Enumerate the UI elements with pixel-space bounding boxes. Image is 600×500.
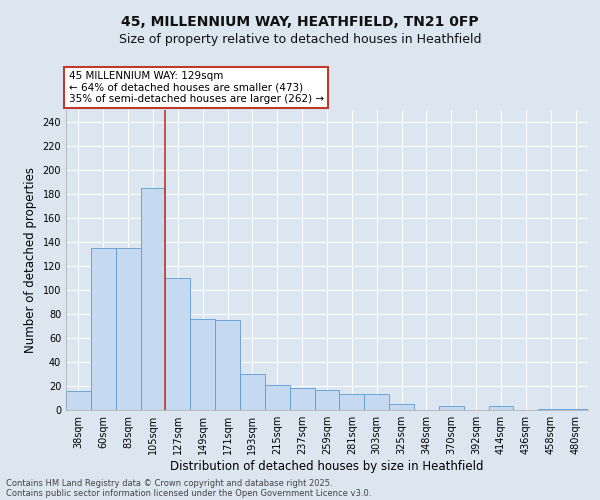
Bar <box>563 409 588 410</box>
Bar <box>340 394 364 410</box>
Bar <box>538 409 563 410</box>
Bar <box>215 320 240 410</box>
Bar <box>439 406 464 410</box>
Bar <box>190 319 215 410</box>
Bar <box>240 374 265 410</box>
Bar <box>265 385 290 410</box>
Bar <box>116 248 140 410</box>
Bar <box>166 278 190 410</box>
Bar <box>290 388 314 410</box>
Text: 45 MILLENNIUM WAY: 129sqm
← 64% of detached houses are smaller (473)
35% of semi: 45 MILLENNIUM WAY: 129sqm ← 64% of detac… <box>68 71 324 104</box>
Text: 45, MILLENNIUM WAY, HEATHFIELD, TN21 0FP: 45, MILLENNIUM WAY, HEATHFIELD, TN21 0FP <box>121 15 479 29</box>
Bar <box>314 390 340 410</box>
Bar <box>91 248 116 410</box>
Bar <box>389 404 414 410</box>
Bar <box>140 188 166 410</box>
Text: Contains public sector information licensed under the Open Government Licence v3: Contains public sector information licen… <box>6 488 371 498</box>
Y-axis label: Number of detached properties: Number of detached properties <box>24 167 37 353</box>
Text: Contains HM Land Registry data © Crown copyright and database right 2025.: Contains HM Land Registry data © Crown c… <box>6 478 332 488</box>
Bar <box>66 391 91 410</box>
Bar <box>488 406 514 410</box>
X-axis label: Distribution of detached houses by size in Heathfield: Distribution of detached houses by size … <box>170 460 484 473</box>
Text: Size of property relative to detached houses in Heathfield: Size of property relative to detached ho… <box>119 32 481 46</box>
Bar <box>364 394 389 410</box>
